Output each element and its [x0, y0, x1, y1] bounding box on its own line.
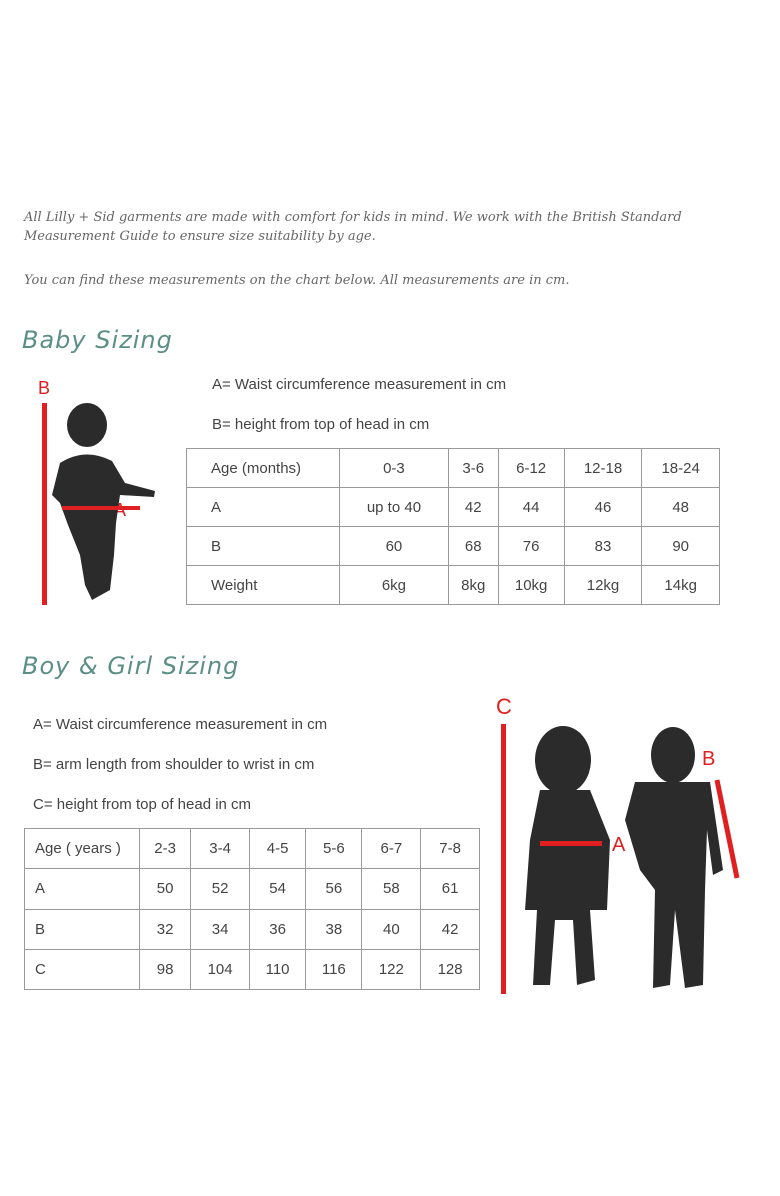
table-header-cell: Age ( years ) — [24, 827, 140, 870]
table-cell: 34 — [190, 908, 250, 950]
intro-note: You can find these measurements on the c… — [24, 273, 570, 288]
table-row: C 98 104 110 116 122 128 — [24, 948, 480, 991]
table-cell: 12kg — [563, 565, 643, 605]
kids-note-a: A= Waist circumference measurement in cm — [33, 716, 328, 733]
table-cell: 14kg — [641, 565, 720, 605]
table-cell: 60 — [339, 526, 449, 566]
table-cell: 83 — [563, 526, 643, 566]
table-cell: 76 — [497, 526, 565, 566]
table-cell: 68 — [447, 526, 499, 566]
baby-silhouette-icon — [42, 403, 155, 605]
table-cell: 104 — [190, 948, 250, 991]
table-cell: Weight — [186, 565, 340, 605]
baby-marker-b: B — [38, 378, 51, 398]
table-cell: 116 — [305, 948, 363, 991]
table-cell: 44 — [497, 487, 565, 527]
table-cell: 36 — [248, 908, 307, 950]
kids-silhouette-icon — [501, 724, 740, 994]
baby-size-table: Age (months) 0-3 3-6 6-12 12-18 18-24 A … — [186, 448, 720, 605]
table-cell: 10kg — [497, 565, 565, 605]
baby-sizing-title: Baby Sizing — [22, 326, 173, 354]
baby-note-b: B= height from top of head in cm — [212, 416, 430, 433]
table-cell: 54 — [248, 868, 307, 910]
table-header-cell: 6-7 — [361, 827, 422, 870]
table-row: B 60 68 76 83 90 — [186, 526, 720, 566]
table-header-cell: 18-24 — [641, 448, 720, 488]
kids-sizing-title: Boy & Girl Sizing — [22, 652, 240, 680]
table-cell: C — [24, 948, 140, 991]
table-cell: 48 — [641, 487, 720, 527]
table-cell: B — [186, 526, 340, 566]
table-header-cell: Age (months) — [186, 448, 340, 488]
table-cell: 110 — [248, 948, 307, 991]
table-cell: 52 — [190, 868, 250, 910]
table-cell: 8kg — [447, 565, 499, 605]
intro-paragraph: All Lilly + Sid garments are made with c… — [24, 210, 682, 244]
table-header-row: Age ( years ) 2-3 3-4 4-5 5-6 6-7 7-8 — [24, 827, 480, 870]
table-cell: 50 — [138, 868, 192, 910]
table-cell: B — [24, 908, 140, 950]
table-header-row: Age (months) 0-3 3-6 6-12 12-18 18-24 — [186, 448, 720, 488]
table-cell: 90 — [641, 526, 720, 566]
table-header-cell: 0-3 — [339, 448, 449, 488]
table-cell: A — [24, 868, 140, 910]
table-header-cell: 7-8 — [420, 827, 480, 870]
table-header-cell: 3-4 — [190, 827, 250, 870]
kids-size-table: Age ( years ) 2-3 3-4 4-5 5-6 6-7 7-8 A … — [24, 827, 480, 991]
table-header-cell: 5-6 — [305, 827, 363, 870]
table-row: A up to 40 42 44 46 48 — [186, 487, 720, 527]
table-cell: 40 — [361, 908, 422, 950]
table-header-cell: 3-6 — [447, 448, 499, 488]
table-header-cell: 6-12 — [497, 448, 565, 488]
table-cell: 61 — [420, 868, 480, 910]
table-cell: 42 — [447, 487, 499, 527]
table-row: Weight 6kg 8kg 10kg 12kg 14kg — [186, 565, 720, 605]
table-cell: 6kg — [339, 565, 449, 605]
table-header-cell: 2-3 — [138, 827, 192, 870]
table-cell: 56 — [305, 868, 363, 910]
table-cell: 128 — [420, 948, 480, 991]
table-cell: 32 — [138, 908, 192, 950]
kids-note-c: C= height from top of head in cm — [33, 796, 252, 813]
table-header-cell: 12-18 — [563, 448, 643, 488]
table-cell: A — [186, 487, 340, 527]
table-cell: 38 — [305, 908, 363, 950]
kids-note-b: B= arm length from shoulder to wrist in … — [33, 756, 315, 773]
table-header-cell: 4-5 — [248, 827, 307, 870]
table-cell: up to 40 — [339, 487, 449, 527]
table-cell: 122 — [361, 948, 422, 991]
kids-marker-b: B — [702, 748, 716, 770]
table-cell: 46 — [563, 487, 643, 527]
table-row: B 32 34 36 38 40 42 — [24, 908, 480, 950]
table-row: A 50 52 54 56 58 61 — [24, 868, 480, 910]
baby-note-a: A= Waist circumference measurement in cm — [212, 376, 507, 393]
kids-marker-c: C — [496, 694, 512, 719]
table-cell: 58 — [361, 868, 422, 910]
kids-marker-a: A — [612, 834, 626, 856]
table-cell: 42 — [420, 908, 480, 950]
table-cell: 98 — [138, 948, 192, 991]
